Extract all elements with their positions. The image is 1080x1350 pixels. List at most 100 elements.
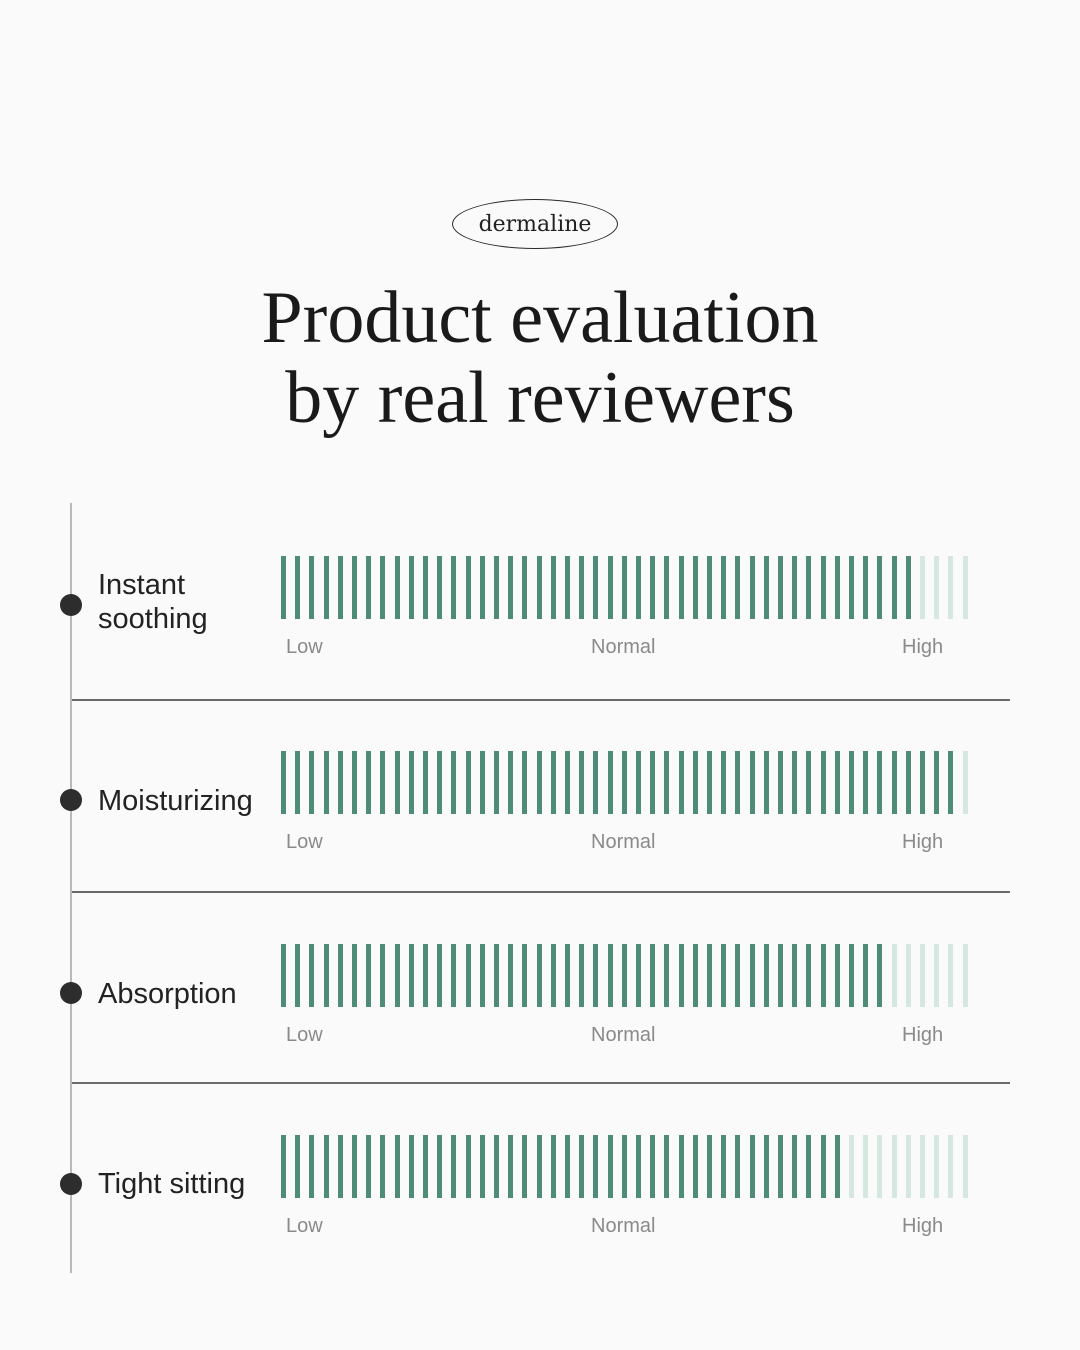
rating-tick-filled: [337, 1135, 343, 1198]
timeline-line: [70, 503, 72, 1273]
rating-tick-filled: [408, 556, 414, 619]
rating-tick-filled: [352, 751, 357, 814]
rating-tick-filled: [281, 556, 286, 619]
rating-tick-filled: [905, 556, 911, 619]
rating-tick-filled: [721, 751, 727, 814]
rating-tick-filled: [508, 1135, 514, 1198]
rating-tick-filled: [607, 751, 613, 814]
rating-tick-filled: [877, 944, 883, 1007]
rating-tick-filled: [778, 944, 783, 1007]
rating-tick-filled: [707, 751, 712, 814]
rating-tick-filled: [522, 944, 528, 1007]
rating-tick-empty: [877, 1135, 883, 1198]
rating-tick-filled: [664, 751, 670, 814]
rating-tick-filled: [309, 944, 315, 1007]
rating-tick-filled: [352, 556, 357, 619]
brand-name: dermaline: [478, 211, 592, 237]
rating-tick-empty: [920, 556, 925, 619]
rating-tick-filled: [636, 944, 641, 1007]
rating-tick-empty: [934, 1135, 940, 1198]
rating-tick-filled: [536, 1135, 542, 1198]
rating-tick-filled: [565, 556, 570, 619]
rating-tick-filled: [621, 1135, 627, 1198]
rating-tick-filled: [479, 944, 485, 1007]
rating-tick-filled: [792, 556, 798, 619]
scale-normal-label: Normal: [591, 636, 656, 658]
rating-tick-filled: [281, 1135, 286, 1198]
rating-tick-filled: [707, 556, 712, 619]
rating-tick-filled: [565, 944, 570, 1007]
rating-tick-filled: [579, 751, 585, 814]
title-line-1: Product evaluation: [261, 277, 819, 359]
rating-tick-filled: [494, 751, 499, 814]
rating-tick-filled: [834, 944, 840, 1007]
rating-tick-filled: [650, 1135, 656, 1198]
rating-tick-filled: [550, 1135, 556, 1198]
rating-tick-filled: [863, 556, 869, 619]
rating-tick-filled: [380, 556, 386, 619]
rating-tick-filled: [394, 1135, 400, 1198]
rating-tick-filled: [792, 944, 798, 1007]
row-divider: [72, 1082, 1010, 1084]
rating-tick-filled: [323, 1135, 329, 1198]
rating-tick-filled: [479, 1135, 485, 1198]
rating-tick-empty: [905, 944, 911, 1007]
rating-tick-filled: [451, 944, 457, 1007]
rating-tick-filled: [579, 944, 585, 1007]
rating-tick-filled: [437, 556, 443, 619]
rating-tick-filled: [877, 751, 883, 814]
rating-tick-filled: [337, 944, 343, 1007]
row-divider: [72, 891, 1010, 893]
rating-tick-filled: [806, 1135, 812, 1198]
rating-bars: [281, 751, 981, 814]
scale-low-label: Low: [286, 1215, 323, 1237]
rating-tick-filled: [295, 556, 301, 619]
rating-tick-filled: [550, 944, 556, 1007]
rating-tick-empty: [948, 944, 954, 1007]
rating-tick-filled: [820, 751, 826, 814]
rating-tick-filled: [295, 1135, 301, 1198]
rating-tick-empty: [948, 556, 954, 619]
rating-tick-filled: [437, 1135, 443, 1198]
rating-tick-filled: [479, 556, 485, 619]
criterion-label: Absorption: [98, 978, 237, 1010]
rating-tick-filled: [721, 944, 727, 1007]
rating-tick-filled: [508, 751, 514, 814]
rating-tick-filled: [834, 751, 840, 814]
rating-tick-filled: [352, 944, 357, 1007]
rating-tick-filled: [834, 1135, 840, 1198]
rating-tick-filled: [692, 751, 698, 814]
rating-tick-filled: [678, 751, 684, 814]
timeline-dot: [60, 982, 82, 1004]
rating-tick-filled: [323, 944, 329, 1007]
rating-tick-filled: [423, 1135, 428, 1198]
rating-tick-filled: [834, 556, 840, 619]
rating-tick-filled: [522, 751, 528, 814]
rating-tick-empty: [948, 1135, 954, 1198]
rating-tick-filled: [337, 751, 343, 814]
scale-high-label: High: [902, 636, 944, 658]
rating-tick-filled: [778, 1135, 783, 1198]
rating-tick-filled: [337, 556, 343, 619]
page-title: Product evaluation by real reviewers: [0, 278, 1080, 438]
rating-tick-filled: [664, 944, 670, 1007]
rating-tick-filled: [508, 556, 514, 619]
rating-tick-filled: [849, 556, 854, 619]
rating-tick-filled: [707, 944, 712, 1007]
rating-tick-filled: [550, 556, 556, 619]
rating-tick-filled: [593, 751, 599, 814]
rating-tick-filled: [692, 1135, 698, 1198]
rating-tick-filled: [763, 751, 769, 814]
rating-tick-filled: [650, 944, 656, 1007]
rating-tick-filled: [593, 944, 599, 1007]
scale-normal-label: Normal: [591, 1024, 656, 1046]
rating-tick-filled: [763, 556, 769, 619]
rating-tick-filled: [352, 1135, 357, 1198]
rating-tick-empty: [934, 944, 940, 1007]
scale-normal-label: Normal: [591, 1215, 656, 1237]
rating-tick-filled: [536, 751, 542, 814]
rating-tick-filled: [536, 944, 542, 1007]
rating-tick-empty: [920, 1135, 925, 1198]
rating-tick-filled: [366, 1135, 372, 1198]
rating-tick-filled: [692, 944, 698, 1007]
